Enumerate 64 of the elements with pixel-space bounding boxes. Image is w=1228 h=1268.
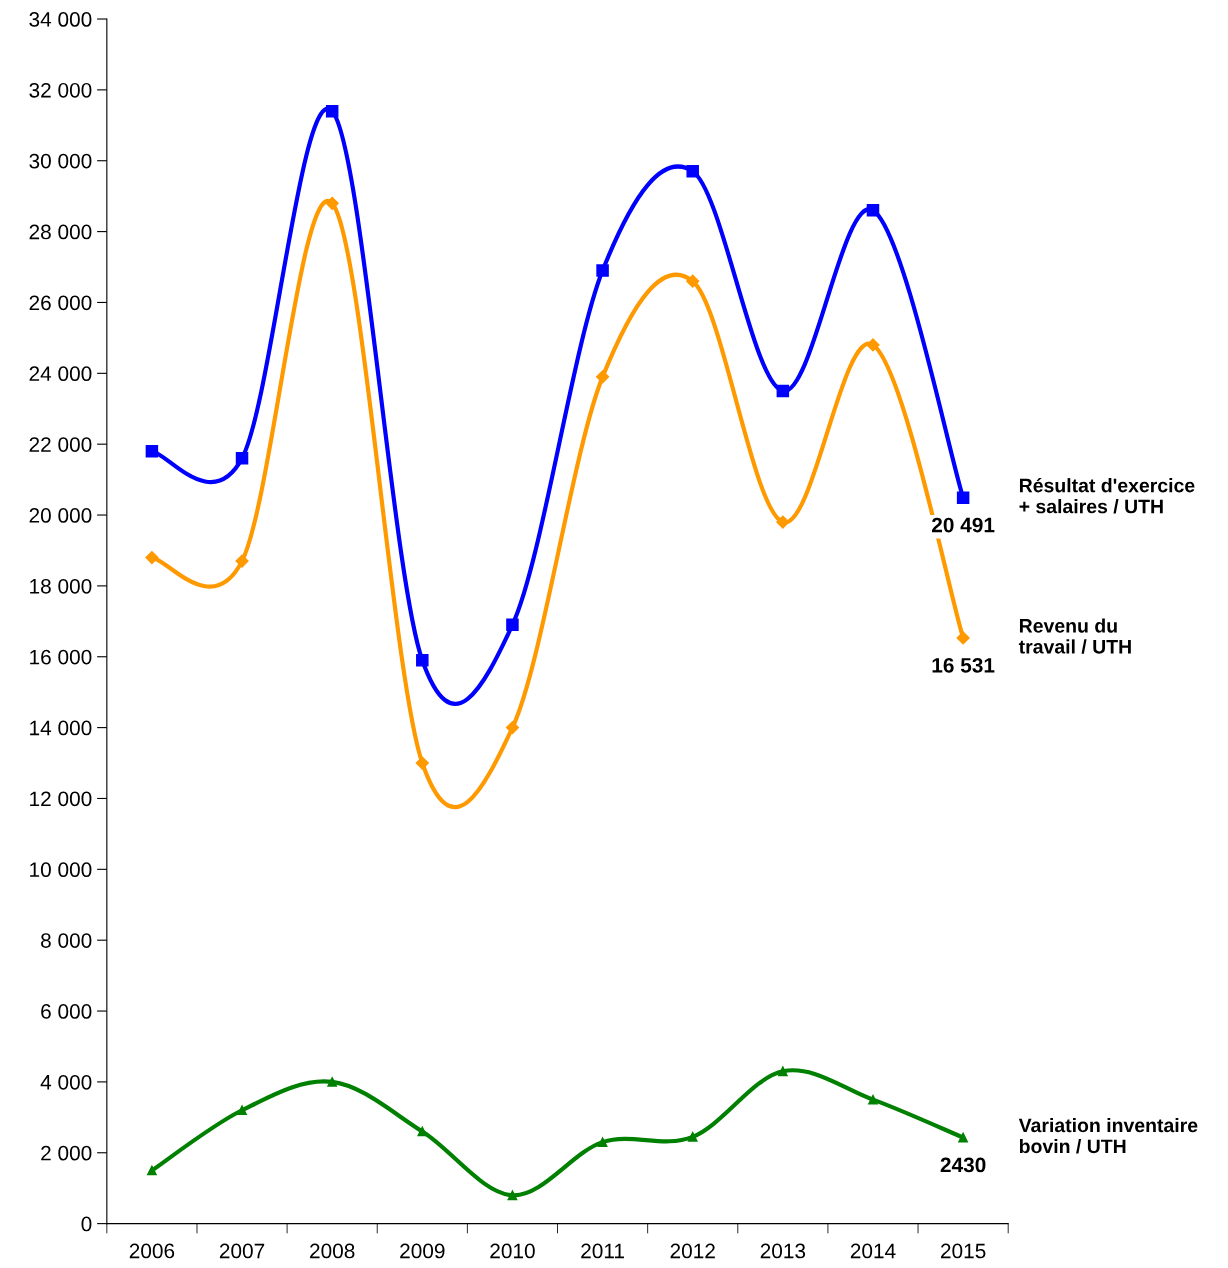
point xyxy=(507,1190,518,1201)
x-tick-label: 2006 xyxy=(129,1243,175,1259)
point xyxy=(145,445,159,458)
x-tick-label: 2011 xyxy=(581,1243,624,1259)
y-tick-label: 24 000 xyxy=(29,366,92,382)
x-tick-label: 2008 xyxy=(310,1243,355,1259)
point xyxy=(866,204,880,217)
y-tick-label: 6 000 xyxy=(41,1004,92,1019)
point xyxy=(866,338,880,352)
data-label: 20 491 xyxy=(931,517,995,533)
y-tick-label: 32 000 xyxy=(29,82,92,98)
point xyxy=(505,721,520,735)
y-tick-label: 12 000 xyxy=(30,791,92,807)
point xyxy=(776,384,790,398)
y-tick-label: 28 000 xyxy=(29,224,92,240)
point xyxy=(958,1132,968,1143)
y-tick-label: 10 000 xyxy=(30,862,92,878)
x-tick-label: 2010 xyxy=(490,1243,535,1259)
point xyxy=(956,631,970,645)
point xyxy=(956,491,970,504)
point xyxy=(327,1077,338,1087)
point xyxy=(595,370,610,384)
text: Variation inventaire bovin / UTH xyxy=(1018,1117,1198,1154)
x-tick-label: 2014 xyxy=(850,1243,896,1259)
y-tick-label: 18 000 xyxy=(30,578,92,594)
y-tick-label: 8 000 xyxy=(41,933,92,948)
data-label: 16 531 xyxy=(932,657,995,673)
y-tick-label: 30 000 xyxy=(29,153,92,169)
x-tick-label: 2007 xyxy=(219,1243,265,1259)
text: Revenu du travail / UTH xyxy=(1018,618,1131,654)
point xyxy=(235,452,249,465)
x-tick-label: 2012 xyxy=(670,1243,715,1259)
point xyxy=(237,1105,247,1116)
point xyxy=(596,264,609,277)
y-tick-label: 2 000 xyxy=(41,1145,92,1161)
point xyxy=(868,1094,878,1105)
point xyxy=(777,1066,788,1077)
point xyxy=(145,550,159,565)
y-tick-label: 14 000 xyxy=(30,720,92,736)
point xyxy=(325,104,339,118)
point xyxy=(776,515,790,529)
point xyxy=(417,1126,428,1137)
point xyxy=(147,1165,157,1176)
y-tick-label: 22 000 xyxy=(29,437,92,452)
x-tick-label: 2009 xyxy=(400,1243,445,1259)
data-label: 2430 xyxy=(940,1157,986,1173)
text: Résultat d'exercice + salaires / UTH xyxy=(1019,477,1195,514)
point xyxy=(687,1131,698,1142)
x-tick-label: 2013 xyxy=(760,1243,806,1259)
y-tick-label: 34 000 xyxy=(29,12,92,27)
point xyxy=(506,618,519,632)
y-tick-label: 16 000 xyxy=(30,649,92,665)
point xyxy=(325,196,339,210)
point xyxy=(686,274,700,288)
point xyxy=(686,165,699,178)
point xyxy=(597,1137,608,1147)
point xyxy=(415,756,429,770)
point xyxy=(235,554,249,568)
x-tick-label: 2015 xyxy=(941,1243,986,1259)
y-tick-label: 0 xyxy=(81,1216,92,1232)
point xyxy=(416,654,429,667)
y-tick-label: 20 000 xyxy=(29,508,92,523)
y-tick-label: 26 000 xyxy=(29,295,92,311)
y-tick-label: 4 000 xyxy=(40,1074,92,1090)
